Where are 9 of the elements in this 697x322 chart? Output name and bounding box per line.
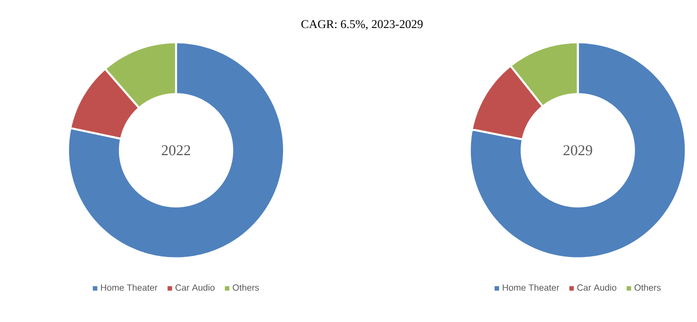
legend-label: Car Audio [577, 284, 616, 291]
legend-label: Home Theater [502, 284, 560, 291]
legend-label: Car Audio [176, 284, 215, 291]
text: CAGR: 6.5%, 2023-2029 [301, 20, 423, 30]
text: 2029 [564, 145, 592, 156]
legend-label: Others [634, 284, 661, 291]
legend-label: Others [232, 284, 259, 291]
legend-label: Home Theater [101, 284, 158, 291]
text: 2022 [162, 145, 190, 156]
